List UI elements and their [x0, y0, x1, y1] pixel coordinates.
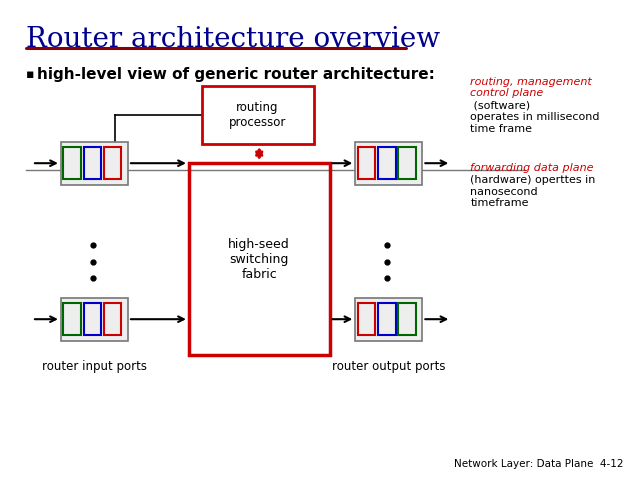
- Text: router output ports: router output ports: [332, 360, 445, 373]
- Text: routing, management
control plane: routing, management control plane: [470, 77, 592, 98]
- Text: routing
processor: routing processor: [229, 101, 286, 129]
- Bar: [355, 298, 422, 341]
- Bar: [84, 147, 101, 180]
- Bar: [61, 298, 128, 341]
- Text: (hardware) operttes in
nanosecond
timeframe: (hardware) operttes in nanosecond timefr…: [470, 175, 596, 208]
- Bar: [189, 163, 330, 355]
- Text: Network Layer: Data Plane  4-12: Network Layer: Data Plane 4-12: [454, 459, 624, 469]
- Text: ▪: ▪: [26, 68, 34, 81]
- Bar: [378, 303, 396, 336]
- Text: high-seed
switching
fabric: high-seed switching fabric: [228, 238, 290, 281]
- Bar: [104, 147, 122, 180]
- Bar: [104, 303, 122, 336]
- Bar: [202, 86, 314, 144]
- Bar: [358, 147, 375, 180]
- Bar: [61, 142, 128, 185]
- Text: forwarding data plane: forwarding data plane: [470, 163, 594, 173]
- Bar: [355, 142, 422, 185]
- Bar: [84, 303, 101, 336]
- Bar: [398, 147, 416, 180]
- Text: router input ports: router input ports: [42, 360, 147, 373]
- Bar: [358, 303, 375, 336]
- Bar: [63, 303, 81, 336]
- Bar: [378, 147, 396, 180]
- Text: high-level view of generic router architecture:: high-level view of generic router archit…: [37, 67, 435, 82]
- Text: Router architecture overview: Router architecture overview: [26, 26, 440, 53]
- Bar: [398, 303, 416, 336]
- Bar: [63, 147, 81, 180]
- Text: (software)
operates in millisecond
time frame: (software) operates in millisecond time …: [470, 101, 600, 134]
